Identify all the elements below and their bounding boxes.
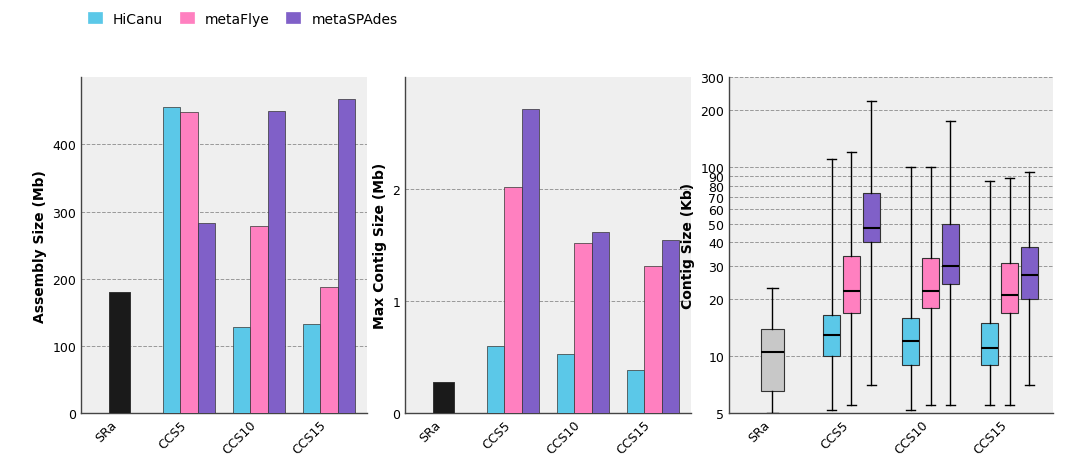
- Bar: [320, 287, 338, 413]
- Bar: [180, 113, 198, 413]
- Bar: [575, 243, 592, 413]
- Bar: [109, 292, 130, 413]
- PathPatch shape: [863, 194, 880, 243]
- Bar: [522, 109, 539, 413]
- Bar: [644, 267, 662, 413]
- Y-axis label: Max Contig Size (Mb): Max Contig Size (Mb): [373, 162, 387, 329]
- Legend: HiCanu, metaFlye, metaSPAdes: HiCanu, metaFlye, metaSPAdes: [82, 7, 403, 32]
- Bar: [592, 232, 609, 413]
- Bar: [487, 346, 504, 413]
- PathPatch shape: [1001, 264, 1018, 313]
- PathPatch shape: [981, 323, 999, 365]
- Bar: [233, 327, 251, 413]
- Bar: [433, 382, 454, 413]
- PathPatch shape: [760, 329, 784, 392]
- Bar: [557, 354, 575, 413]
- Bar: [302, 324, 320, 413]
- Bar: [163, 108, 180, 413]
- PathPatch shape: [842, 256, 860, 313]
- Bar: [268, 112, 285, 413]
- PathPatch shape: [823, 315, 840, 356]
- PathPatch shape: [1021, 247, 1038, 300]
- Bar: [198, 224, 215, 413]
- PathPatch shape: [942, 224, 959, 285]
- Bar: [338, 100, 355, 413]
- Y-axis label: Contig Size (Kb): Contig Size (Kb): [680, 183, 694, 308]
- Bar: [251, 227, 268, 413]
- Bar: [626, 371, 644, 413]
- PathPatch shape: [902, 318, 919, 365]
- PathPatch shape: [922, 259, 940, 308]
- Bar: [662, 240, 679, 413]
- Y-axis label: Assembly Size (Mb): Assembly Size (Mb): [32, 169, 46, 322]
- Bar: [504, 187, 522, 413]
